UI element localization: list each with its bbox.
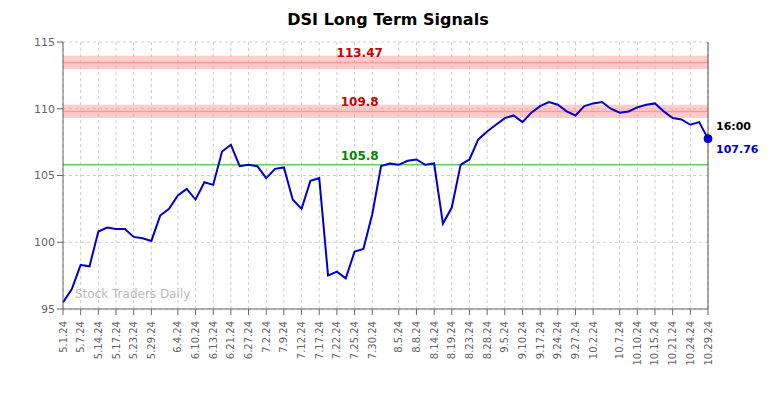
svg-text:9.17.24: 9.17.24 (535, 321, 546, 359)
svg-text:110: 110 (34, 103, 55, 116)
svg-text:10.21.24: 10.21.24 (667, 321, 678, 366)
svg-text:10.29.24: 10.29.24 (703, 321, 714, 366)
svg-text:16:00: 16:00 (716, 120, 751, 133)
svg-text:105: 105 (34, 169, 55, 182)
svg-text:113.47: 113.47 (337, 46, 383, 60)
svg-text:9.27.24: 9.27.24 (570, 321, 581, 359)
svg-text:6.4.24: 6.4.24 (172, 321, 183, 353)
svg-text:5.29.24: 5.29.24 (146, 321, 157, 359)
svg-text:95: 95 (41, 303, 55, 316)
svg-text:7.12.24: 7.12.24 (296, 321, 307, 359)
svg-text:7.22.24: 7.22.24 (331, 321, 342, 359)
svg-text:10.10.24: 10.10.24 (632, 321, 643, 366)
svg-text:9.10.24: 9.10.24 (517, 321, 528, 359)
svg-text:10.24.24: 10.24.24 (685, 321, 696, 366)
svg-text:5.1.24: 5.1.24 (58, 321, 69, 353)
svg-text:8.14.24: 8.14.24 (429, 321, 440, 359)
svg-text:107.76: 107.76 (716, 143, 759, 156)
svg-text:10.7.24: 10.7.24 (614, 321, 625, 359)
svg-text:10.2.24: 10.2.24 (588, 321, 599, 359)
svg-text:7.9.24: 7.9.24 (278, 321, 289, 353)
svg-text:8.28.24: 8.28.24 (482, 321, 493, 359)
svg-text:100: 100 (34, 236, 55, 249)
svg-text:5.14.24: 5.14.24 (93, 321, 104, 359)
html-text:DSI Long Term Signals: DSI Long Term Signals (287, 10, 489, 29)
svg-text:6.10.24: 6.10.24 (190, 321, 201, 359)
svg-text:109.8: 109.8 (341, 95, 379, 109)
svg-text:7.30.24: 7.30.24 (367, 321, 378, 359)
svg-text:5.23.24: 5.23.24 (128, 321, 139, 359)
svg-text:8.8.24: 8.8.24 (411, 321, 422, 353)
svg-text:5.7.24: 5.7.24 (75, 321, 86, 353)
html-text:Stock Traders Daily: Stock Traders Daily (75, 287, 191, 301)
svg-text:7.17.24: 7.17.24 (314, 321, 325, 359)
svg-text:6.27.24: 6.27.24 (243, 321, 254, 359)
svg-text:7.25.24: 7.25.24 (349, 321, 360, 359)
svg-text:9.5.24: 9.5.24 (499, 321, 510, 353)
svg-text:9.24.24: 9.24.24 (552, 321, 563, 359)
svg-text:7.2.24: 7.2.24 (261, 321, 272, 353)
svg-text:6.13.24: 6.13.24 (208, 321, 219, 359)
svg-text:5.17.24: 5.17.24 (111, 321, 122, 359)
svg-text:115: 115 (34, 36, 55, 49)
svg-text:10.15.24: 10.15.24 (649, 321, 660, 366)
svg-text:8.23.24: 8.23.24 (464, 321, 475, 359)
svg-text:8.19.24: 8.19.24 (446, 321, 457, 359)
svg-text:105.8: 105.8 (341, 149, 379, 163)
svg-text:8.5.24: 8.5.24 (393, 321, 404, 353)
svg-text:6.21.24: 6.21.24 (225, 321, 236, 359)
